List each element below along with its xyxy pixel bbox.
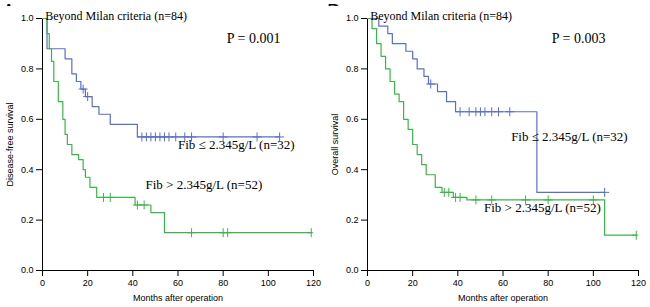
svg-text:0.4: 0.4 — [346, 165, 359, 175]
svg-text:60: 60 — [498, 278, 508, 288]
html-text:A: A — [2, 0, 16, 22]
svg-text:Fib > 2.345g/L (n=52): Fib > 2.345g/L (n=52) — [484, 200, 601, 215]
svg-text:Months after operation: Months after operation — [133, 293, 223, 303]
svg-text:Beyond Milan criteria (n=84): Beyond Milan criteria (n=84) — [45, 9, 187, 23]
svg-text:0.8: 0.8 — [346, 64, 359, 74]
svg-text:0.4: 0.4 — [21, 165, 34, 175]
svg-text:Disease-free survival: Disease-free survival — [5, 102, 15, 186]
svg-text:40: 40 — [453, 278, 463, 288]
svg-text:40: 40 — [128, 278, 138, 288]
svg-text:Months after operation: Months after operation — [458, 293, 548, 303]
svg-text:1.0: 1.0 — [21, 13, 34, 23]
html-text:B: B — [327, 0, 341, 22]
svg-text:0.2: 0.2 — [346, 215, 359, 225]
svg-text:120: 120 — [631, 278, 646, 288]
svg-text:Fib ≤ 2.345g/L (n=32): Fib ≤ 2.345g/L (n=32) — [178, 137, 295, 152]
svg-text:1.0: 1.0 — [346, 13, 359, 23]
svg-text:0.6: 0.6 — [21, 114, 34, 124]
svg-text:120: 120 — [306, 278, 321, 288]
svg-text:100: 100 — [261, 278, 276, 288]
svg-text:P = 0.003: P = 0.003 — [552, 31, 606, 46]
svg-text:80: 80 — [218, 278, 228, 288]
svg-text:Overall survival: Overall survival — [330, 114, 340, 176]
svg-text:100: 100 — [586, 278, 601, 288]
svg-text:Beyond Milan criteria (n=84): Beyond Milan criteria (n=84) — [370, 9, 512, 23]
svg-text:20: 20 — [83, 278, 93, 288]
svg-text:0.8: 0.8 — [21, 64, 34, 74]
svg-text:0.0: 0.0 — [346, 265, 359, 275]
svg-text:Fib ≤ 2.345g/L (n=32): Fib ≤ 2.345g/L (n=32) — [511, 129, 628, 144]
svg-text:0.6: 0.6 — [346, 114, 359, 124]
svg-text:60: 60 — [173, 278, 183, 288]
svg-text:0: 0 — [365, 278, 370, 288]
svg-text:P = 0.001: P = 0.001 — [227, 31, 281, 46]
svg-text:Fib > 2.345g/L (n=52): Fib > 2.345g/L (n=52) — [145, 177, 262, 192]
svg-text:0.2: 0.2 — [21, 215, 34, 225]
svg-text:0: 0 — [40, 278, 45, 288]
svg-text:20: 20 — [408, 278, 418, 288]
svg-text:0.0: 0.0 — [21, 265, 34, 275]
svg-text:80: 80 — [543, 278, 553, 288]
